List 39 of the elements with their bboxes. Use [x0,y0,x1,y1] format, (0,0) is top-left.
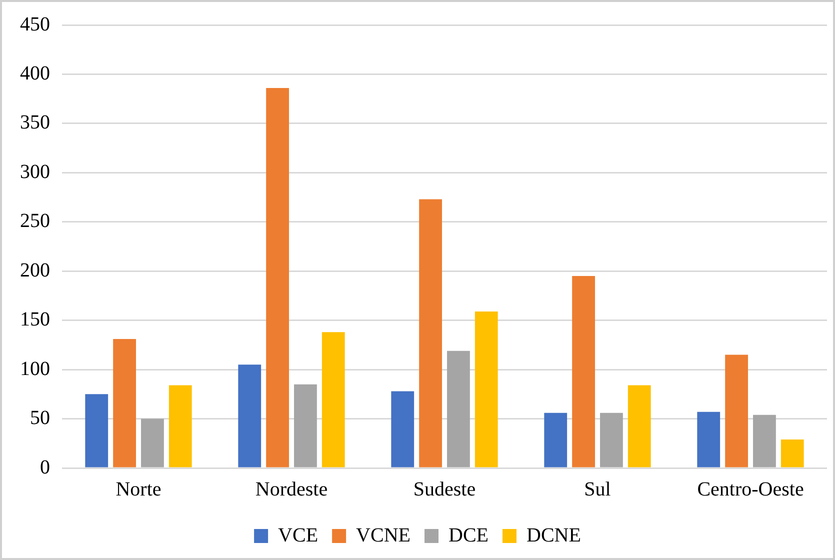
y-tick-label: 100 [20,358,50,380]
bar [168,385,192,468]
bar [238,364,262,468]
y-tick-label: 150 [20,308,50,331]
y-tick-label: 200 [20,259,50,282]
y-tick-label: 350 [20,112,50,134]
bar [85,394,108,468]
bar [572,276,595,468]
bar [391,391,414,468]
y-tick-label: 300 [20,160,50,183]
x-tick-label: Nordeste [255,478,328,500]
legend-label: DCE [448,524,488,546]
x-tick-label: Norte [116,478,162,500]
bar [628,385,651,468]
bar [322,332,345,468]
bar [544,412,568,468]
bar [780,439,804,468]
bar [725,354,748,468]
x-tick-label: Sudeste [413,478,476,500]
legend-label: DCNE [526,524,581,546]
bar [697,412,720,468]
legend-label: VCE [278,524,318,546]
x-tick-label: Centro-Oeste [697,478,804,500]
bar [419,199,442,468]
legend-label: VCNE [356,524,411,546]
bar [753,414,776,468]
y-tick-label: 250 [20,210,50,232]
bar [474,311,498,468]
y-tick-label: 450 [20,13,50,36]
bar [266,88,289,468]
y-tick-label: 0 [40,456,50,478]
bar [141,418,164,468]
y-tick-label: 50 [30,407,50,430]
bar [294,384,317,468]
bar [447,350,470,468]
bar [113,339,136,468]
x-tick-label: Sul [584,478,612,500]
y-tick-label: 400 [20,62,50,84]
bar [600,412,623,468]
